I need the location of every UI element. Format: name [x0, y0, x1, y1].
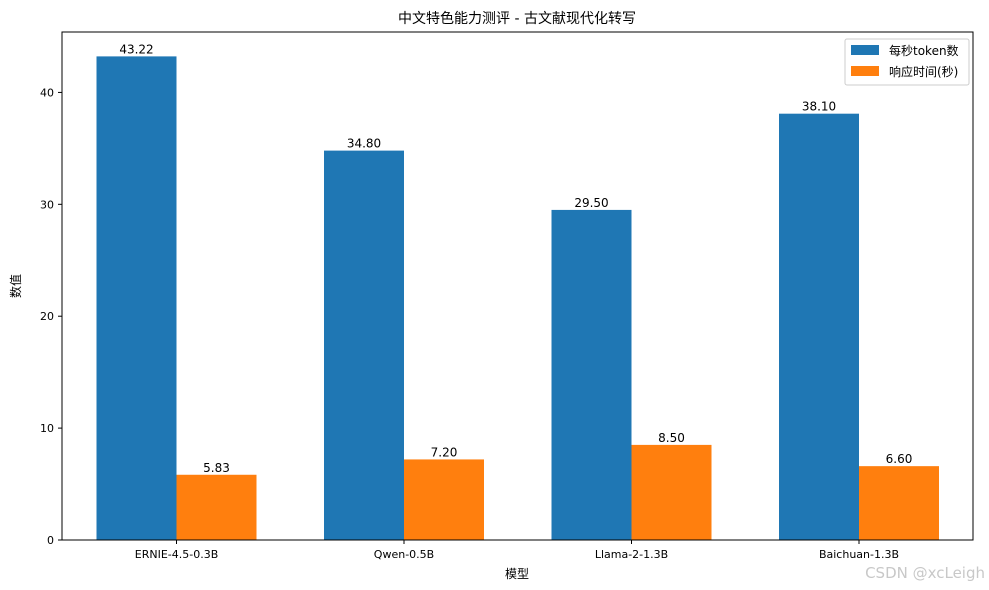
legend-swatch-tokens [851, 45, 879, 55]
x-tick-label-1: Qwen-0.5B [374, 548, 434, 561]
bar-series-0-3 [779, 113, 859, 541]
chart-title: 中文特色能力测评 - 古文献现代化转写 [398, 10, 636, 27]
data-label-series-0-0: 43.22 [119, 42, 153, 56]
data-label-series-0-2: 29.50 [574, 196, 608, 210]
x-tick-label-0: ERNIE-4.5-0.3B [135, 548, 219, 561]
x-tick-label-2: Llama-2-1.3B [595, 548, 668, 561]
y-tick-label-4: 40 [40, 86, 54, 99]
y-tick-label-1: 10 [40, 422, 54, 435]
bar-series-1-2 [631, 444, 712, 540]
y-tick-label-0: 0 [47, 534, 54, 547]
x-tick-label-3: Baichuan-1.3B [819, 548, 899, 561]
y-tick-label-2: 20 [40, 310, 54, 323]
data-label-series-1-1: 7.20 [431, 445, 458, 459]
legend: 每秒token数 响应时间(秒) [844, 38, 970, 86]
bar-series-1-1 [404, 459, 484, 540]
legend-label-tokens: 每秒token数 [889, 43, 959, 58]
y-axis: 0 10 20 30 40 [40, 86, 62, 547]
data-label-series-0-1: 34.80 [347, 137, 381, 151]
data-label-series-1-2: 8.50 [658, 431, 685, 445]
y-tick-label-3: 30 [40, 198, 54, 211]
y-axis-label: 数值 [8, 274, 23, 298]
x-axis-label: 模型 [505, 567, 529, 581]
bar-series-0-0 [96, 56, 177, 541]
plot-frame [61, 31, 974, 541]
watermark: CSDN @xcLeigh [865, 564, 985, 582]
legend-label-response: 响应时间(秒) [889, 64, 958, 79]
bar-series-1-3 [859, 466, 939, 540]
data-label-series-1-0: 5.83 [203, 461, 230, 475]
bar-series-0-2 [551, 209, 632, 540]
data-label-series-1-3: 6.60 [886, 452, 913, 466]
x-axis: ERNIE-4.5-0.3B Qwen-0.5B Llama-2-1.3B Baich… [135, 540, 899, 561]
bars [96, 56, 939, 541]
legend-swatch-response [851, 66, 879, 76]
data-label-series-0-3: 38.10 [802, 100, 836, 114]
bar-series-1-0 [176, 474, 257, 540]
bar-series-0-1 [324, 150, 404, 541]
data-labels: 43.22 34.80 29.50 38.10 5.83 7.20 8.50 6.60 [119, 42, 912, 474]
